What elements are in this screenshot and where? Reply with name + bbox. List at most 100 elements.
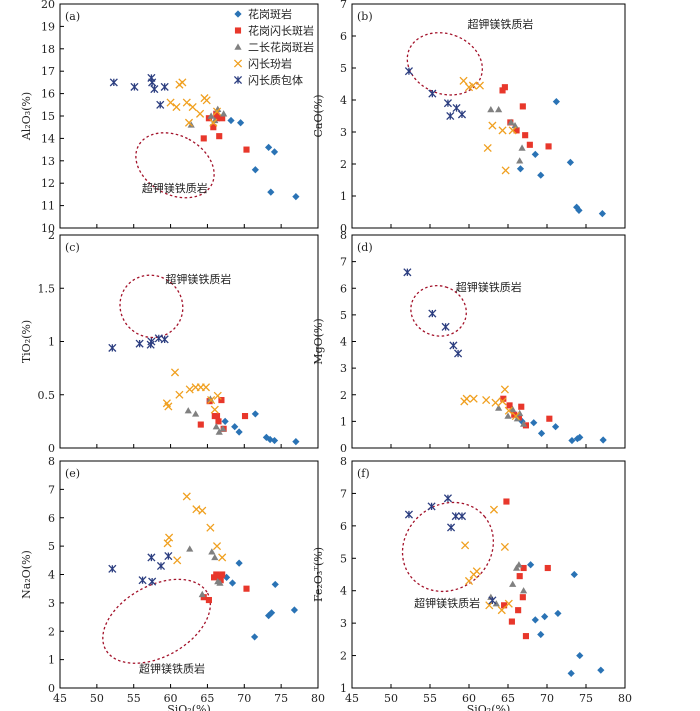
data-point-granite-porphyry <box>531 150 539 158</box>
y-tick-label: 6 <box>340 520 347 533</box>
x-tick-label: 70 <box>540 692 554 705</box>
data-point-diorite-porphyrite <box>482 396 491 405</box>
x-tick-label: 80 <box>618 692 632 705</box>
data-point-granite-porphyry <box>575 206 583 214</box>
data-point-granodiorite-porphyry <box>519 594 526 601</box>
data-point-diorite-porphyrite <box>464 576 474 586</box>
data-point-granite-porphyry <box>222 573 231 581</box>
data-point-diorite-porphyrite <box>178 78 187 87</box>
y-tick-label: 7 <box>340 256 347 269</box>
legend-marker-diorite-porphyrite <box>233 59 243 68</box>
data-point-granodiorite-porphyry <box>506 402 513 409</box>
data-point-diorite-porphyrite <box>489 505 499 514</box>
data-point-monzogranite-porphyry <box>219 425 227 432</box>
data-point-granite-porphyry <box>235 559 243 567</box>
data-point-diorite-porphyrite <box>483 143 492 153</box>
data-point-dioritic-enclave <box>403 268 412 277</box>
data-point-diorite-porphyrite <box>472 567 481 576</box>
data-point-granite-porphyry <box>530 419 538 427</box>
data-point-monzogranite-porphyry <box>208 548 216 555</box>
data-point-granite-porphyry <box>221 417 229 425</box>
y-tick-label: 1 <box>340 190 347 203</box>
data-point-dioritic-enclave <box>428 309 437 318</box>
data-point-granite-porphyry <box>598 210 606 218</box>
data-point-granodiorite-porphyry <box>503 498 510 505</box>
y-tick-label: 15 <box>41 110 55 123</box>
panel-label: (d) <box>357 241 373 254</box>
data-point-diorite-porphyrite <box>170 368 180 377</box>
y-tick-label: 0 <box>340 442 347 455</box>
data-point-monzogranite-porphyry <box>511 122 519 129</box>
data-point-dioritic-enclave <box>135 339 144 348</box>
y-tick-label: 3 <box>340 126 347 139</box>
ultrapotassic-field-label: 超钾镁铁质岩 <box>165 272 231 286</box>
data-point-diorite-porphyrite <box>185 385 194 394</box>
x-axis-title: SiO₂(%) <box>167 703 211 711</box>
data-point-monzogranite-porphyry <box>198 590 206 598</box>
y-tick-label: 5 <box>340 309 347 322</box>
data-point-dioritic-enclave <box>160 335 169 344</box>
data-point-dioritic-enclave <box>443 99 452 108</box>
y-tick-label: 0 <box>48 682 55 695</box>
y-tick-label: 17 <box>41 65 55 78</box>
y-tick-label: 1 <box>340 682 347 695</box>
ultrapotassic-field-label: 超钾镁铁质岩 <box>142 181 208 195</box>
ultrapotassic-field-ellipse <box>102 578 211 664</box>
ultrapotassic-field-label: 超钾镁铁质岩 <box>456 280 522 294</box>
y-axis-title: CaO(%) <box>312 94 325 137</box>
data-point-granite-porphyry <box>566 158 574 166</box>
y-tick-label: 4 <box>340 94 347 107</box>
scatter-panel-5: 45 50 55 60 65 70 75 80012345678Na₂O(%)SiO₂(%)(… <box>20 455 325 711</box>
data-point-diorite-porphyrite <box>501 166 510 175</box>
data-point-granite-porphyry <box>237 119 245 127</box>
data-point-dioritic-enclave <box>488 596 497 605</box>
x-tick-label: 50 <box>384 692 398 705</box>
y-tick-label: 11 <box>41 200 55 213</box>
x-tick-label: 55 <box>423 692 437 705</box>
data-point-granite-porphyry <box>290 606 299 614</box>
x-tick-label: 75 <box>579 692 593 705</box>
data-point-granodiorite-porphyry <box>515 607 522 614</box>
data-point-dioritic-enclave <box>148 78 157 87</box>
panel-label: (c) <box>65 241 80 254</box>
y-axis-title: TiO₂(%) <box>20 320 33 363</box>
y-tick-label: 1.5 <box>38 282 56 295</box>
data-point-dioritic-enclave <box>164 551 173 561</box>
data-point-diorite-porphyrite <box>202 96 211 105</box>
data-point-granite-porphyry <box>567 669 575 678</box>
data-point-granodiorite-porphyry <box>522 633 529 640</box>
data-point-granodiorite-porphyry <box>241 412 249 420</box>
data-point-granite-porphyry <box>251 633 259 641</box>
data-point-dioritic-enclave <box>148 577 157 586</box>
data-point-dioritic-enclave <box>428 89 437 98</box>
data-point-granite-porphyry <box>271 580 279 589</box>
data-point-monzogranite-porphyry <box>216 579 224 586</box>
x-tick-label: 75 <box>274 692 288 705</box>
data-point-diorite-porphyrite <box>172 102 181 112</box>
data-point-monzogranite-porphyry <box>504 412 512 419</box>
y-tick-label: 19 <box>41 20 55 33</box>
legend-label: 闪长玢岩 <box>248 57 292 71</box>
data-point-dioritic-enclave <box>454 349 463 358</box>
data-point-monzogranite-porphyry <box>509 580 517 587</box>
panel-label: (f) <box>357 467 370 480</box>
y-tick-label: 12 <box>41 177 55 190</box>
y-tick-label: 0 <box>340 222 347 235</box>
data-point-diorite-porphyrite <box>207 396 216 405</box>
data-point-monzogranite-porphyry <box>520 587 528 594</box>
ultrapotassic-field-ellipse <box>410 285 467 337</box>
data-point-granite-porphyry <box>551 423 560 431</box>
y-tick-label: 13 <box>41 155 55 168</box>
data-point-diorite-porphyrite <box>209 118 218 127</box>
data-point-dioritic-enclave <box>457 110 467 119</box>
y-tick-label: 6 <box>340 30 347 43</box>
data-point-granite-porphyry <box>292 193 300 201</box>
data-point-granodiorite-porphyry <box>210 124 217 131</box>
data-point-granite-porphyry <box>267 609 276 617</box>
data-point-monzogranite-porphyry <box>518 144 526 151</box>
data-point-dioritic-enclave <box>108 564 117 573</box>
data-point-diorite-porphyrite <box>485 601 494 610</box>
data-point-diorite-porphyrite <box>497 606 506 615</box>
data-point-monzogranite-porphyry <box>212 423 220 430</box>
data-point-granodiorite-porphyry <box>518 403 525 410</box>
